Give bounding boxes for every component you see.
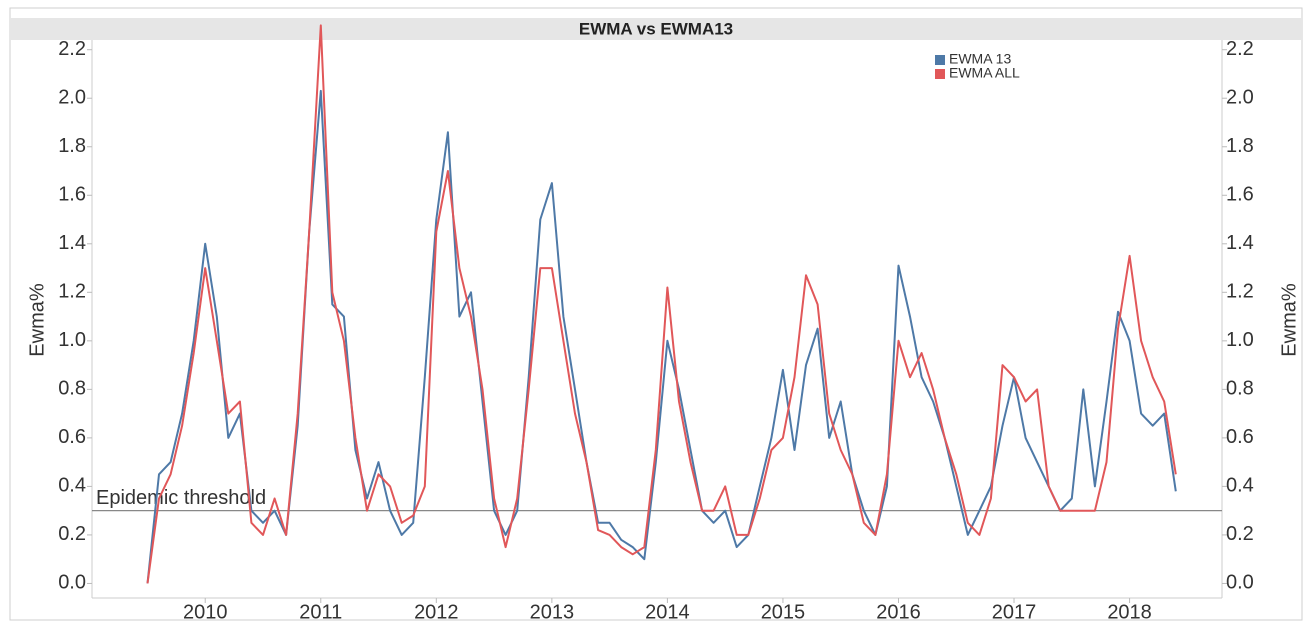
y-tick-label: 2.2 — [58, 38, 86, 60]
y2-tick-label: 1.4 — [1226, 232, 1254, 254]
frame — [9, 7, 1303, 621]
y-tick-label: 0.6 — [58, 426, 86, 448]
x-tick-label: 2010 — [183, 601, 228, 623]
legend-swatch — [935, 55, 945, 65]
y-tick-label: 2.0 — [58, 87, 86, 109]
y-tick-label: 1.2 — [58, 281, 86, 303]
y-tick-label: 1.8 — [58, 135, 86, 157]
y-axis-label: Ewma% — [26, 283, 48, 357]
y2-tick-label: 1.0 — [1226, 329, 1254, 351]
y2-tick-label: 1.6 — [1226, 184, 1254, 206]
legend-swatch — [935, 69, 945, 79]
y-tick-label: 0.4 — [58, 475, 86, 497]
y2-tick-label: 2.0 — [1226, 87, 1254, 109]
y2-tick-label: 1.8 — [1226, 135, 1254, 157]
threshold-label: Epidemic threshold — [96, 487, 266, 509]
series-line — [146, 24, 1177, 584]
y-tick-label: 1.6 — [58, 184, 86, 206]
y2-tick-label: 1.2 — [1226, 281, 1254, 303]
legend-label: EWMA ALL — [949, 65, 1020, 81]
x-tick-label: 2012 — [414, 601, 459, 623]
y-tick-label: 0.0 — [58, 572, 86, 594]
x-tick-label: 2018 — [1107, 601, 1152, 623]
x-tick-label: 2011 — [299, 601, 342, 623]
y2-tick-label: 0.6 — [1226, 426, 1254, 448]
y2-tick-label: 0.0 — [1226, 572, 1254, 594]
y2-tick-label: 0.8 — [1226, 378, 1254, 400]
chart-title: EWMA vs EWMA13 — [579, 19, 733, 38]
y2-tick-label: 2.2 — [1226, 38, 1254, 60]
x-tick-label: 2015 — [761, 601, 806, 623]
legend-label: EWMA 13 — [949, 51, 1011, 67]
series-line — [146, 89, 1177, 584]
y2-tick-label: 0.2 — [1226, 523, 1254, 545]
x-tick-label: 2016 — [876, 601, 921, 623]
y-tick-label: 1.0 — [58, 329, 86, 351]
y-tick-label: 0.8 — [58, 378, 86, 400]
y2-axis-label: Ewma% — [1278, 283, 1300, 357]
x-tick-label: 2014 — [645, 601, 690, 623]
y-tick-label: 1.4 — [58, 232, 86, 254]
x-tick-label: 2013 — [530, 601, 575, 623]
title-bar — [10, 18, 1302, 40]
x-tick-label: 2017 — [992, 601, 1037, 623]
y-tick-label: 0.2 — [58, 523, 86, 545]
y2-tick-label: 0.4 — [1226, 475, 1254, 497]
